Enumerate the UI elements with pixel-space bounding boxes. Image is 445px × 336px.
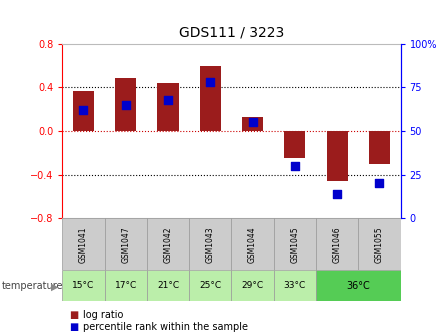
- Title: GDS111 / 3223: GDS111 / 3223: [179, 26, 284, 40]
- Text: 15°C: 15°C: [72, 281, 95, 290]
- Text: 21°C: 21°C: [157, 281, 179, 290]
- Bar: [158, 83, 178, 131]
- Text: 29°C: 29°C: [242, 281, 263, 290]
- Text: ▶: ▶: [51, 281, 58, 291]
- Point: [122, 102, 129, 108]
- Bar: [231, 218, 274, 270]
- Bar: [274, 270, 316, 301]
- Text: ■: ■: [69, 310, 78, 320]
- Bar: [327, 131, 348, 181]
- Bar: [231, 270, 274, 301]
- Point: [206, 79, 214, 85]
- Bar: [242, 117, 263, 131]
- Bar: [147, 218, 189, 270]
- Text: ■: ■: [69, 322, 78, 332]
- Bar: [105, 218, 147, 270]
- Text: 36°C: 36°C: [346, 281, 370, 291]
- Point: [80, 108, 87, 113]
- Bar: [62, 218, 105, 270]
- Point: [291, 163, 299, 169]
- Text: temperature: temperature: [2, 281, 64, 291]
- Point: [334, 191, 341, 197]
- Text: GSM1044: GSM1044: [248, 226, 257, 263]
- Bar: [316, 218, 358, 270]
- Bar: [189, 218, 231, 270]
- Bar: [284, 131, 305, 158]
- Bar: [274, 218, 316, 270]
- Text: 25°C: 25°C: [199, 281, 221, 290]
- Bar: [200, 66, 221, 131]
- Text: GSM1047: GSM1047: [121, 226, 130, 263]
- Bar: [189, 270, 231, 301]
- Text: GSM1041: GSM1041: [79, 226, 88, 263]
- Text: log ratio: log ratio: [83, 310, 124, 320]
- Bar: [73, 91, 94, 131]
- Bar: [105, 270, 147, 301]
- Text: percentile rank within the sample: percentile rank within the sample: [83, 322, 248, 332]
- Point: [249, 120, 256, 125]
- Point: [376, 181, 383, 186]
- Text: GSM1055: GSM1055: [375, 226, 384, 263]
- Text: 33°C: 33°C: [284, 281, 306, 290]
- Bar: [115, 78, 136, 131]
- Text: GSM1045: GSM1045: [290, 226, 299, 263]
- Bar: [358, 218, 400, 270]
- Bar: [147, 270, 189, 301]
- Text: 17°C: 17°C: [115, 281, 137, 290]
- Text: GSM1046: GSM1046: [332, 226, 342, 263]
- Bar: [62, 270, 105, 301]
- Text: GSM1043: GSM1043: [206, 226, 215, 263]
- Bar: [316, 270, 400, 301]
- Bar: [369, 131, 390, 164]
- Point: [165, 97, 172, 102]
- Text: GSM1042: GSM1042: [163, 226, 173, 263]
